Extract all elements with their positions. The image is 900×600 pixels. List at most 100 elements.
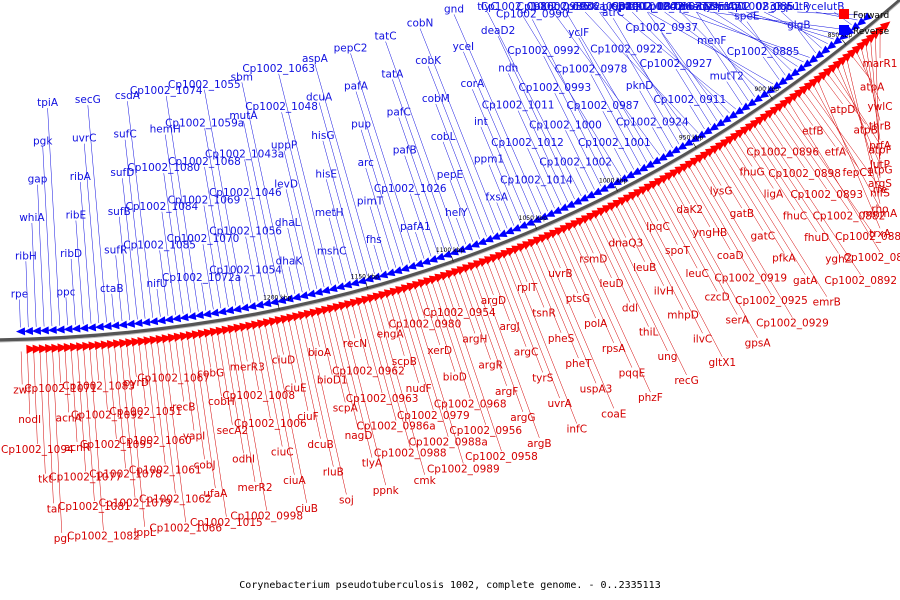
reverse-gene-label: sufC	[114, 129, 137, 141]
reverse-gene-label: mutA	[229, 110, 258, 122]
reverse-gene-leader	[762, 56, 780, 80]
reverse-gene-arrow	[71, 324, 81, 333]
reverse-gene-leader	[31, 222, 37, 327]
reverse-gene-label: cobN	[407, 18, 434, 30]
reverse-gene-leader	[565, 11, 654, 159]
reverse-gene-label: Cp1002_0873	[643, 1, 716, 13]
reverse-gene-label: deaD2	[481, 25, 515, 37]
forward-gene-leader	[573, 225, 651, 393]
forward-gene-leader	[64, 349, 69, 413]
forward-gene-label: scpA	[333, 402, 359, 414]
forward-gene-leader	[217, 332, 233, 425]
reverse-gene-leader	[360, 129, 404, 266]
forward-gene-label: Cp1002_0986a	[357, 420, 436, 432]
forward-gene-leader	[241, 328, 248, 362]
forward-gene-leader	[181, 338, 195, 431]
forward-gene-label: mhpD	[667, 310, 699, 322]
legend-reverse-label: Reverse	[853, 27, 890, 37]
reverse-gene-leader	[472, 89, 528, 221]
forward-gene-label: argB	[527, 438, 551, 450]
forward-gene-leader	[541, 239, 615, 409]
scale-tick	[768, 93, 773, 100]
reverse-gene-arrow	[171, 314, 182, 323]
reverse-gene-leader	[365, 167, 397, 268]
forward-gene-leader	[264, 324, 295, 475]
reverse-gene-leader	[520, 11, 622, 177]
reverse-gene-arrow	[538, 212, 549, 220]
reverse-gene-label: uvrC	[72, 133, 97, 145]
reverse-gene-label: Cp1002_1002	[539, 157, 612, 169]
reverse-gene-arrow	[413, 259, 424, 268]
reverse-gene-label: Cp1002_0993	[518, 82, 591, 94]
forward-gene-label: gpsA	[745, 338, 772, 350]
reverse-gene-leader	[87, 105, 107, 323]
forward-gene-label: bioD	[443, 372, 467, 384]
forward-gene-leader	[808, 88, 881, 188]
reverse-gene-label: pafA1	[400, 221, 431, 233]
forward-gene-leader	[363, 301, 397, 421]
reverse-gene-leader	[159, 250, 169, 316]
forward-gene-label: Cp1002_1066	[149, 522, 222, 534]
reverse-gene-leader	[449, 179, 474, 242]
forward-gene-label: prfA	[869, 140, 892, 152]
forward-gene-arrow	[94, 340, 105, 350]
forward-gene-label: Cp1002_1083	[62, 380, 135, 392]
forward-gene-label: dnaQ3	[609, 238, 644, 250]
forward-gene-leader	[754, 125, 839, 254]
forward-gene-label: trxA	[869, 228, 891, 240]
forward-gene-label: nagD	[345, 430, 373, 442]
forward-gene-label: gatA	[793, 275, 818, 287]
reverse-gene-arrow	[110, 321, 120, 330]
forward-gene-arrow	[167, 333, 179, 343]
reverse-gene-arrow	[826, 40, 837, 50]
reverse-gene-arrow	[753, 94, 763, 103]
reverse-gene-leader	[543, 56, 608, 184]
forward-gene-leader	[734, 138, 753, 167]
reverse-gene-label: Cp1002_0922	[590, 43, 663, 55]
forward-gene-label: phzF	[638, 392, 663, 404]
reverse-gene-label: secG	[75, 94, 101, 106]
forward-gene-label: Cp1002_0864	[844, 252, 900, 264]
reverse-gene-leader	[328, 217, 347, 282]
reverse-gene-leader	[590, 74, 641, 167]
reverse-gene-arrow	[497, 229, 508, 237]
forward-gene-label: atpA	[860, 81, 885, 93]
forward-gene-label: atpB	[853, 124, 877, 136]
scale-tick	[614, 185, 618, 192]
reverse-gene-arrow	[814, 50, 825, 59]
forward-gene-label: Cp1002_0988	[374, 448, 447, 460]
reverse-gene-leader	[709, 11, 846, 30]
forward-gene-leader	[39, 350, 46, 474]
forward-gene-leader	[719, 147, 785, 253]
reverse-gene-leader	[288, 266, 296, 294]
forward-gene-arrow	[32, 344, 43, 354]
forward-gene-label: Cp1002_0980	[389, 318, 462, 330]
reverse-gene-label: fxsA	[485, 191, 508, 203]
forward-gene-label: soj	[339, 495, 354, 507]
reverse-gene-label: Cp1002_0908a	[560, 1, 639, 13]
reverse-gene-arrow	[572, 197, 583, 205]
forward-gene-label: ligA	[764, 188, 784, 200]
forward-gene-label: etfA	[825, 147, 847, 159]
reverse-gene-arrow	[856, 17, 867, 26]
forward-gene-leader	[414, 286, 426, 319]
forward-gene-leader	[89, 347, 104, 531]
forward-gene-label: Cp1002_0962	[332, 366, 405, 378]
forward-gene-label: Cp1002_0998	[230, 510, 303, 522]
reverse-gene-label: int	[474, 116, 488, 128]
reverse-gene-leader	[25, 261, 29, 328]
forward-gene-leader	[157, 341, 176, 494]
reverse-gene-arrow	[531, 215, 542, 223]
forward-gene-label: argC	[514, 347, 539, 359]
reverse-gene-arrow	[638, 163, 649, 172]
forward-gene-leader	[211, 333, 222, 397]
reverse-gene-leader	[480, 126, 522, 223]
reverse-gene-leader	[84, 143, 100, 324]
forward-gene-leader	[259, 325, 283, 447]
reverse-gene-leader	[631, 11, 730, 114]
reverse-gene-arrow	[371, 272, 382, 281]
forward-gene-leader	[663, 180, 738, 315]
reverse-gene-leader	[664, 11, 768, 89]
reverse-gene-arrow	[442, 250, 452, 258]
forward-gene-label: leuC	[685, 268, 708, 280]
